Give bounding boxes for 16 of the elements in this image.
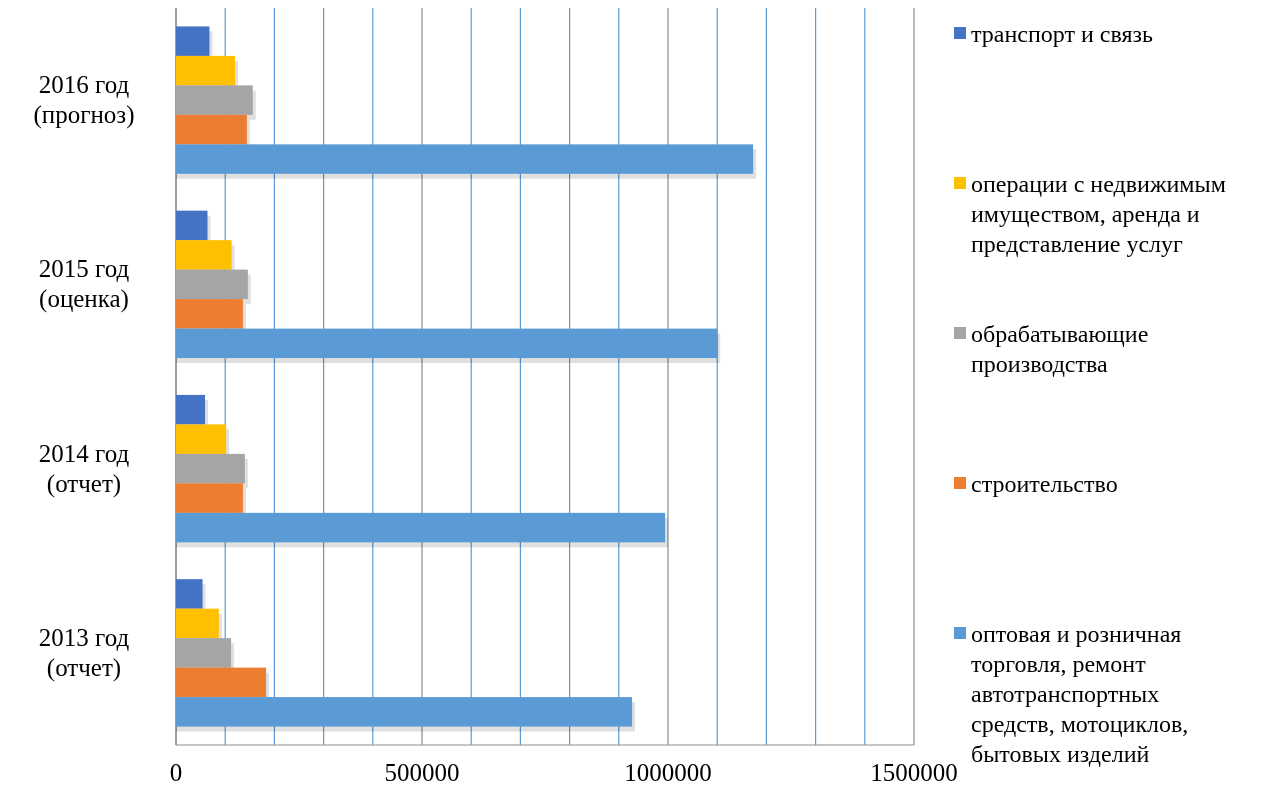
bar [176, 638, 232, 668]
x-tick-label: 500000 [384, 759, 460, 786]
legend-label: строительство [971, 470, 1118, 497]
legend-label: оптовая и розничная торговля, ремонт автотранспортных средств, мотоциклов, бытовых изделий [971, 620, 1189, 767]
x-tick-label: 1000000 [624, 759, 712, 786]
legend-label: обрабатывающие производства [971, 320, 1149, 377]
bar [176, 394, 206, 425]
bar [176, 55, 236, 86]
legend-label: операции с недвижимым имуществом, аренда и представление услуг [971, 170, 1226, 257]
y-tick-label: 2014 год (отчет) [38, 439, 130, 498]
legend-label: транспорт и связь [971, 20, 1153, 47]
y-tick-label: 2015 год (оценка) [38, 255, 130, 314]
y-tick-label: 2016 год (прогноз) [33, 71, 135, 130]
y-tick-label: 2013 год (отчет) [38, 623, 130, 682]
x-tick-label: 0 [169, 759, 183, 786]
x-tick-label: 1500000 [870, 759, 958, 786]
